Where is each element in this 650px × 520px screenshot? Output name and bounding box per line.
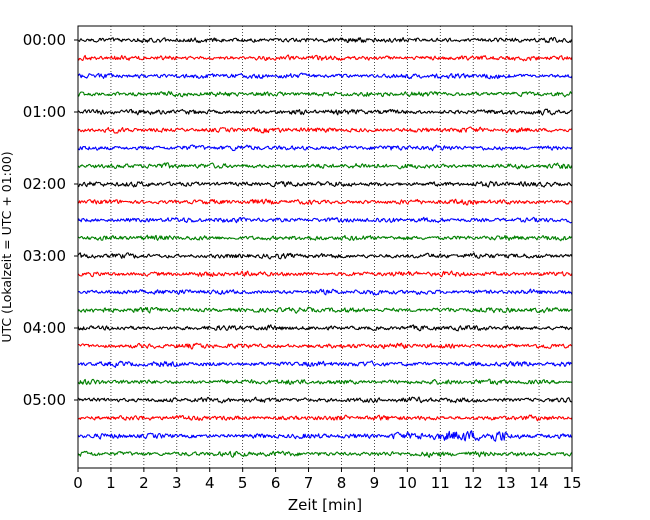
seismic-traces	[77, 36, 573, 458]
trace-22	[77, 430, 573, 442]
x-tick-label-3: 3	[172, 474, 182, 492]
trace-3	[77, 90, 573, 98]
trace-1	[77, 54, 573, 62]
x-tick-label-15: 15	[562, 474, 581, 492]
trace-7	[77, 162, 573, 170]
x-tick-label-7: 7	[304, 474, 314, 492]
x-tick-label-5: 5	[238, 474, 248, 492]
y-tick-label-01:00: 01:00	[23, 103, 66, 121]
x-tick-label-6: 6	[271, 474, 281, 492]
x-tick-label-1: 1	[106, 474, 116, 492]
x-tick-label-9: 9	[370, 474, 380, 492]
trace-19	[77, 378, 573, 386]
trace-12	[77, 252, 573, 260]
y-axis-label: UTC (Lokalzeit = UTC + 01:00)	[0, 151, 14, 342]
x-tick-label-11: 11	[431, 474, 450, 492]
x-axis-ticks: 0 1 2 3 4 5 6 7 8 9 10 11 12 13 14 15	[73, 468, 582, 492]
trace-4	[77, 108, 573, 116]
y-tick-label-02:00: 02:00	[23, 175, 66, 193]
trace-11	[77, 234, 573, 242]
trace-14	[77, 288, 573, 296]
y-tick-label-03:00: 03:00	[23, 247, 66, 265]
x-tick-label-4: 4	[205, 474, 215, 492]
y-tick-label-05:00: 05:00	[23, 391, 66, 409]
trace-16	[77, 324, 573, 332]
x-tick-label-8: 8	[337, 474, 347, 492]
x-tick-label-13: 13	[497, 474, 516, 492]
trace-13	[77, 270, 573, 278]
trace-17	[77, 342, 573, 350]
trace-23	[77, 450, 573, 458]
x-axis-label: Zeit [min]	[288, 496, 362, 514]
trace-20	[77, 396, 573, 404]
y-tick-label-00:00: 00:00	[23, 31, 66, 49]
x-tick-label-0: 0	[73, 474, 83, 492]
x-tick-label-12: 12	[464, 474, 483, 492]
x-tick-label-14: 14	[530, 474, 549, 492]
plot-frame	[77, 25, 573, 469]
plot-area	[78, 26, 572, 468]
trace-10	[77, 216, 573, 224]
trace-0	[77, 36, 573, 44]
trace-15	[77, 306, 573, 314]
y-tick-label-04:00: 04:00	[23, 319, 66, 337]
trace-2	[77, 72, 573, 80]
x-tick-label-10: 10	[398, 474, 417, 492]
x-tick-label-2: 2	[139, 474, 149, 492]
trace-9	[77, 198, 573, 206]
trace-18	[77, 360, 573, 368]
trace-8	[77, 180, 573, 188]
trace-21	[77, 414, 573, 422]
trace-5	[77, 126, 573, 134]
trace-6	[77, 144, 573, 152]
y-axis-ticks: 00:00 01:00 02:00 03:00 04:00 05:00	[23, 31, 78, 409]
